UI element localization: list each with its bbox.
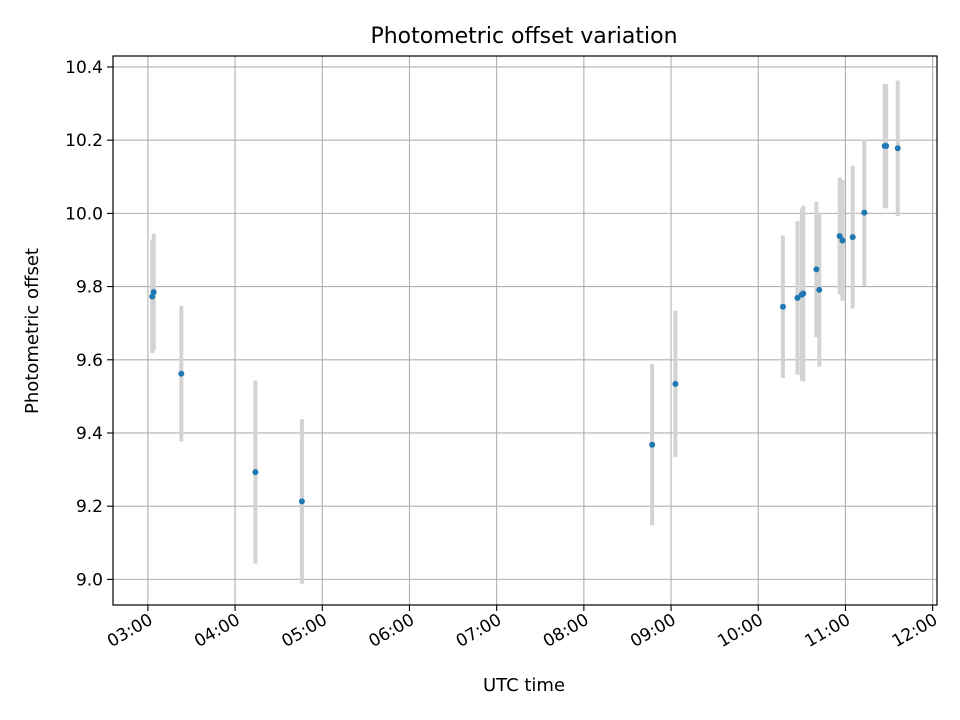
y-axis-label: Photometric offset	[22, 248, 43, 414]
data-points	[149, 143, 901, 505]
x-tick-label: 03:00	[104, 610, 156, 652]
data-point	[178, 370, 185, 377]
data-point	[150, 289, 157, 296]
data-point	[298, 498, 305, 505]
x-tick-label: 05:00	[278, 610, 330, 652]
data-point	[672, 380, 679, 387]
x-tick-label: 09:00	[627, 610, 679, 652]
y-tick-label: 10.0	[65, 204, 103, 224]
x-axis-label: UTC time	[483, 675, 565, 696]
y-tick-label: 9.0	[76, 570, 103, 590]
plot-frame	[112, 55, 938, 606]
data-point	[649, 441, 656, 448]
data-point	[779, 303, 786, 310]
x-tick-label: 06:00	[366, 610, 418, 652]
data-point	[839, 237, 846, 244]
error-bars	[150, 80, 900, 584]
data-point	[883, 143, 890, 150]
data-point	[813, 266, 820, 273]
y-tick-label: 9.8	[76, 278, 103, 298]
data-point	[252, 469, 259, 476]
x-axis-ticks: 03:00 04:00 05:00 06:00 07:00 08:00 09:00 10:00…	[104, 605, 941, 652]
data-point	[894, 145, 901, 152]
data-point	[861, 209, 868, 216]
x-tick-label: 04:00	[191, 610, 243, 652]
x-tick-label: 08:00	[540, 610, 592, 652]
data-point	[836, 233, 843, 240]
grid	[113, 56, 937, 605]
data-point	[816, 286, 823, 293]
y-tick-label: 10.4	[65, 58, 103, 78]
chart-title: Photometric offset variation	[370, 24, 677, 49]
x-tick-label: 10:00	[714, 610, 766, 652]
data-point	[849, 234, 856, 241]
data-point	[800, 290, 807, 297]
y-tick-label: 9.6	[76, 351, 103, 371]
x-tick-label: 11:00	[802, 610, 854, 652]
data-point	[794, 294, 801, 301]
y-tick-label: 9.2	[76, 497, 103, 517]
y-tick-label: 9.4	[76, 424, 103, 444]
x-tick-label: 12:00	[889, 610, 941, 652]
x-tick-label: 07:00	[453, 610, 505, 652]
y-tick-label: 10.2	[65, 131, 103, 151]
y-axis-ticks: 9.0 9.2 9.4 9.6 9.8 10.0 10.2 10.4	[65, 58, 113, 590]
